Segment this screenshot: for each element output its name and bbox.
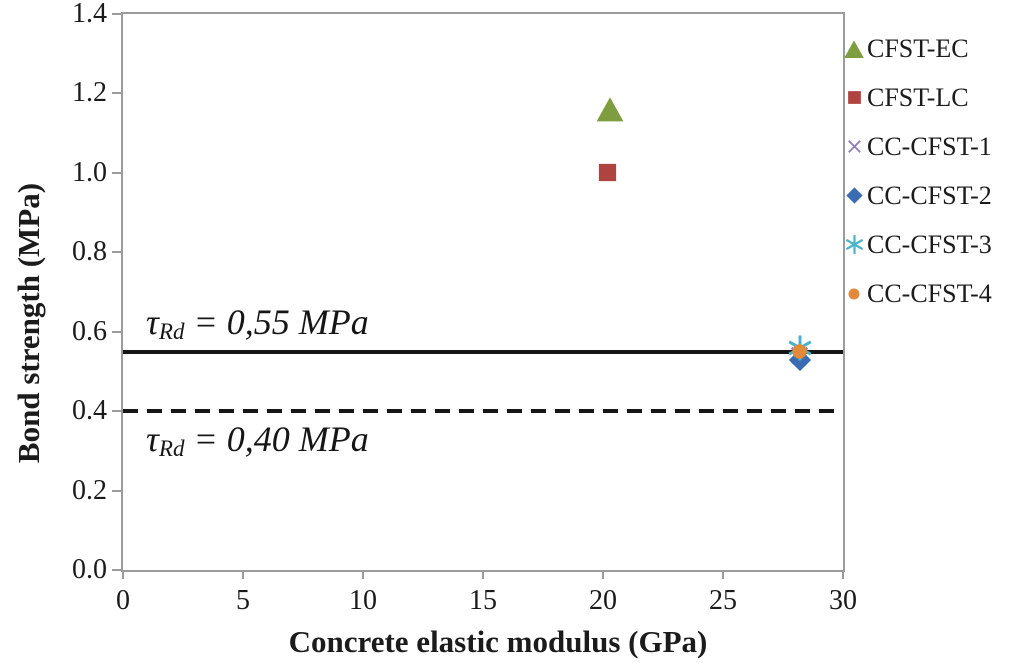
legend: CFST-EC CFST-LC CC-CFST-1 CC-CFST-2 CC-CFST-…	[843, 24, 1023, 318]
y-axis-title: Bond strength (MPa)	[11, 182, 46, 464]
legend-item-cfst-lc: CFST-LC	[843, 73, 1023, 122]
y-tick-label: 1.0	[72, 156, 107, 188]
reference-value-text: = 0,40 MPa	[184, 419, 369, 460]
tau-subscript: Rd	[158, 318, 185, 344]
y-tick-label: 0.0	[72, 554, 107, 585]
cross-marker-icon	[843, 138, 865, 155]
y-tick-label: 0.8	[72, 236, 107, 268]
legend-item-cc-cfst-1: CC-CFST-1	[843, 122, 1023, 171]
y-tick-mark	[112, 410, 121, 413]
reference-line-dashed	[123, 409, 843, 414]
x-tick-mark	[602, 570, 604, 579]
x-axis-title: Concrete elastic modulus (GPa)	[288, 624, 708, 659]
y-tick-label: 1.4	[72, 0, 107, 29]
circle-marker-icon	[843, 286, 865, 302]
legend-label: CFST-EC	[867, 33, 969, 63]
x-tick-mark	[362, 570, 364, 579]
tau-subscript: Rd	[158, 436, 185, 462]
tau-symbol: τ	[146, 301, 159, 342]
y-tick-mark	[112, 13, 121, 15]
reference-value-text: = 0,55 MPa	[184, 301, 369, 342]
y-tick-mark	[112, 171, 121, 174]
x-tick-label: 10	[349, 585, 377, 616]
x-tick-label: 5	[236, 585, 250, 616]
legend-item-cc-cfst-3: CC-CFST-3	[843, 220, 1023, 269]
marker-cc-cfst-4	[789, 341, 810, 362]
diamond-marker-icon	[843, 186, 865, 205]
reference-line-label: τRd = 0,55 MPa	[146, 301, 369, 344]
legend-item-cfst-ec: CFST-EC	[843, 24, 1023, 73]
y-tick-mark	[112, 489, 121, 492]
x-tick-mark	[722, 570, 724, 579]
square-marker-icon	[843, 89, 865, 106]
y-tick-label: 0.2	[72, 474, 107, 506]
tau-symbol: τ	[146, 419, 159, 460]
y-tick-mark	[112, 92, 121, 95]
x-tick-label: 15	[469, 585, 497, 616]
x-tick-mark	[122, 570, 124, 579]
marker-cfst-ec	[595, 94, 625, 124]
legend-label: CC-CFST-2	[867, 180, 992, 210]
y-tick-label: 0.6	[72, 315, 107, 347]
legend-label: CC-CFST-1	[867, 131, 992, 161]
legend-label: CFST-LC	[867, 82, 969, 112]
legend-label: CC-CFST-3	[867, 229, 992, 259]
legend-item-cc-cfst-4: CC-CFST-4	[843, 269, 1023, 318]
y-tick-mark	[112, 569, 121, 571]
y-tick-mark	[112, 330, 121, 333]
legend-item-cc-cfst-2: CC-CFST-2	[843, 171, 1023, 220]
plot-area	[121, 12, 845, 572]
x-tick-mark	[242, 570, 244, 579]
triangle-marker-icon	[843, 38, 865, 60]
x-tick-label: 30	[829, 585, 857, 616]
x-tick-mark	[842, 570, 844, 579]
x-tick-mark	[482, 570, 484, 579]
y-tick-label: 0.4	[72, 395, 107, 427]
asterisk-marker-icon	[843, 234, 865, 255]
y-tick-mark	[112, 251, 121, 254]
x-tick-label: 0	[116, 585, 130, 616]
marker-cfst-lc	[596, 161, 619, 184]
reference-line-solid	[123, 349, 843, 354]
x-tick-label: 20	[589, 585, 617, 616]
legend-label: CC-CFST-4	[867, 278, 992, 308]
y-tick-label: 1.2	[72, 77, 107, 109]
reference-line-label: τRd = 0,40 MPa	[146, 419, 369, 462]
x-tick-label: 25	[709, 585, 737, 616]
